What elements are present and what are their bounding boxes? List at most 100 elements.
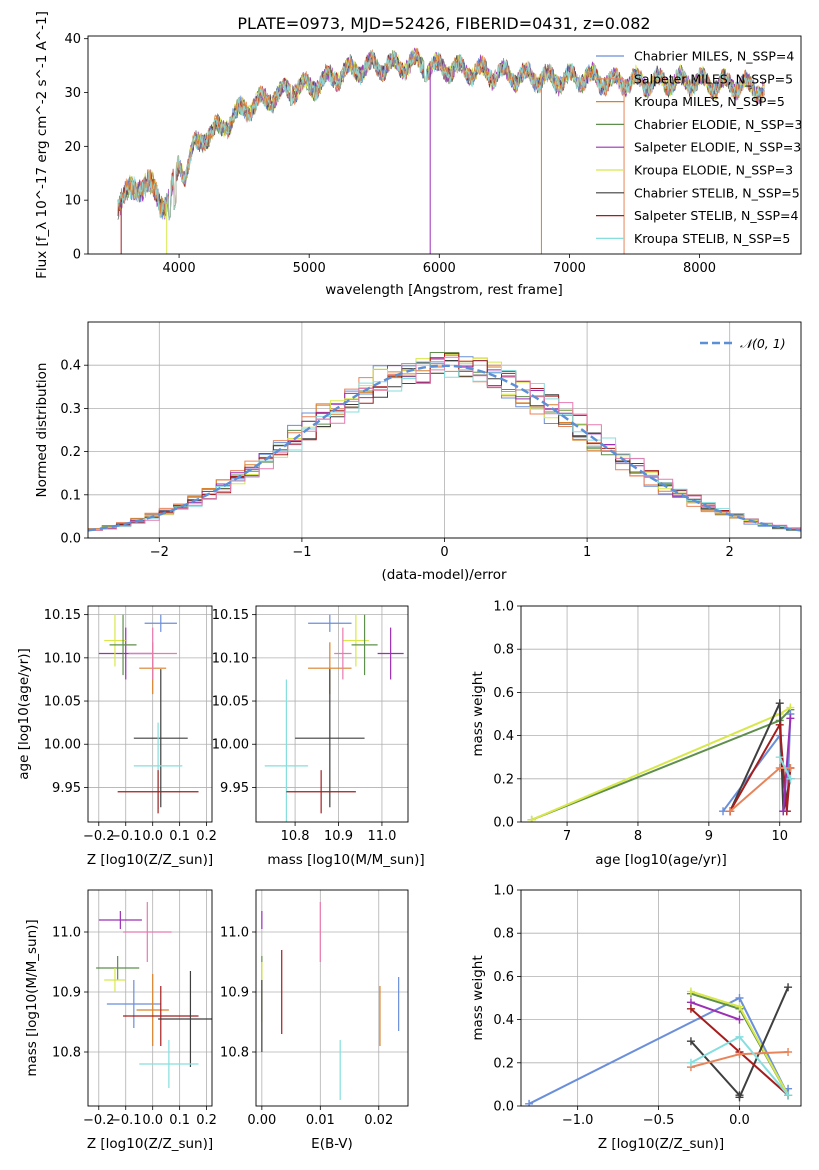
y-tick-label: 10.8 — [220, 1046, 249, 1061]
plus-marker — [735, 1032, 744, 1041]
y-tick-label: 0.4 — [493, 1013, 514, 1028]
y-tick-label: 11.0 — [52, 926, 81, 941]
panel-6-frame — [255, 889, 409, 1107]
plus-marker — [735, 1015, 744, 1024]
mass-weight-series — [778, 756, 792, 780]
y-tick-label: 10 — [64, 194, 81, 209]
plus-marker — [775, 699, 784, 708]
x-tick-label: −0.1 — [110, 1113, 142, 1128]
y-tick-label: 0.0 — [493, 1100, 514, 1115]
y-axis-label: mass [log10(M/M_sun)] — [24, 919, 40, 1076]
x-tick-label: 4000 — [163, 261, 196, 276]
plus-marker — [784, 983, 793, 992]
panel-2-frame — [87, 605, 213, 823]
y-tick-label: 0.0 — [60, 532, 81, 547]
legend: Chabrier MILES, N_SSP=4 Salpeter MILES, N… — [596, 49, 803, 246]
errorbar-points — [98, 614, 199, 814]
y-tick-label: 10.15 — [212, 608, 249, 623]
x-tick-label: −0.5 — [643, 1113, 675, 1128]
plus-marker — [784, 1091, 793, 1100]
legend-label: Salpeter STELIB, N_SSP=4 — [634, 208, 799, 223]
spectrum-series — [117, 50, 765, 221]
x-tick-label: −0.1 — [110, 829, 142, 844]
spectrum-series — [117, 50, 765, 221]
y-tick-label: 0.1 — [60, 488, 81, 503]
plus-marker — [735, 1002, 744, 1011]
y-tick-label: 30 — [64, 86, 81, 101]
y-tick-label: 10.00 — [212, 738, 249, 753]
x-tick-label: 6000 — [423, 261, 456, 276]
plus-marker — [686, 1004, 695, 1013]
y-tick-label: 1.0 — [493, 884, 514, 899]
y-tick-label: 10.9 — [52, 986, 81, 1001]
plus-marker — [525, 1099, 534, 1106]
mass-weight-lines — [525, 983, 793, 1106]
chart-title: PLATE=0973, MJD=52426, FIBERID=0431, z=0… — [237, 14, 650, 33]
x-axis-label: wavelength [Angstrom, rest frame] — [325, 282, 563, 298]
errorbar-points — [264, 614, 404, 822]
panel-5-frame — [87, 889, 213, 1107]
y-tick-label: 11.0 — [220, 926, 249, 941]
y-tick-label: 0.4 — [493, 729, 514, 744]
x-axis-label: Z [log10(Z/Z_sun)] — [87, 852, 213, 868]
legend-label: Salpeter ELODIE, N_SSP=3 — [634, 140, 801, 155]
x-tick-label: −0.2 — [83, 829, 115, 844]
plus-marker — [726, 807, 735, 816]
plus-marker — [775, 753, 784, 762]
y-axis-label: age [log10(age/yr)] — [16, 648, 32, 780]
y-tick-label: 20 — [64, 140, 81, 155]
plus-marker — [686, 1058, 695, 1067]
mass-weight-lines — [527, 699, 795, 822]
x-axis-label: Z [log10(Z/Z_sun)] — [87, 1136, 213, 1152]
plus-marker — [686, 1037, 695, 1046]
x-axis-label: Z [log10(Z/Z_sun)] — [598, 1136, 724, 1152]
x-tick-label: 8000 — [683, 261, 716, 276]
x-tick-label: 0.0 — [729, 1113, 750, 1128]
legend-label: 𝒩(0, 1) — [740, 336, 786, 351]
panel-3-axes: 10.8 10.9 11.0 9.95 10.00 10.05 10.10 10.15 — [212, 606, 408, 844]
plus-marker — [719, 807, 728, 816]
x-tick-label: 0.2 — [196, 1113, 217, 1128]
panel-4-frame — [520, 605, 802, 823]
legend-label: Kroupa STELIB, N_SSP=5 — [634, 231, 790, 246]
x-tick-label: 0.2 — [196, 829, 217, 844]
x-tick-label: 2 — [726, 545, 734, 560]
y-tick-label: 10.15 — [44, 608, 81, 623]
errorbar-points — [96, 902, 212, 1088]
x-axis-label: age [log10(age/yr)] — [595, 852, 727, 868]
y-axis-label: Normed distribution — [34, 363, 50, 498]
y-tick-label: 10.10 — [44, 651, 81, 666]
panel-0-axes: 4000 5000 6000 7000 8000 0 10 20 30 40 — [64, 32, 716, 276]
panel-0-frame — [87, 35, 802, 255]
y-tick-label: 0.4 — [60, 359, 81, 374]
x-tick-label: 0.1 — [169, 1113, 190, 1128]
x-tick-label: −1.0 — [562, 1113, 594, 1128]
x-tick-label: 5000 — [293, 261, 326, 276]
gaussian-curve — [88, 364, 801, 532]
plus-marker — [735, 1093, 744, 1102]
x-axis-label: mass [log10(M/M_sun)] — [267, 852, 424, 868]
plus-marker — [735, 1050, 744, 1059]
plus-marker — [775, 764, 784, 772]
mass-weight-series — [782, 718, 792, 812]
panel-7-frame — [520, 889, 802, 1107]
x-tick-label: 0.02 — [364, 1113, 393, 1128]
y-tick-label: 0.6 — [493, 686, 514, 701]
plus-marker — [775, 720, 784, 729]
plus-marker — [786, 774, 795, 783]
plus-marker — [786, 764, 795, 772]
x-tick-label: 7 — [563, 829, 571, 844]
y-axis-label: mass weight — [470, 671, 486, 756]
panel-1-frame — [87, 321, 802, 539]
plus-marker — [784, 1048, 793, 1056]
legend-label: Kroupa MILES, N_SSP=5 — [634, 94, 785, 109]
x-axis-label: E(B-V) — [311, 1136, 353, 1152]
x-tick-label: 1 — [583, 545, 591, 560]
plus-marker — [786, 714, 795, 723]
y-tick-label: 9.95 — [52, 781, 81, 796]
x-tick-label: −2 — [150, 545, 169, 560]
y-tick-label: 0.8 — [493, 643, 514, 658]
y-tick-label: 10.10 — [212, 651, 249, 666]
y-tick-label: 0 — [73, 248, 81, 263]
